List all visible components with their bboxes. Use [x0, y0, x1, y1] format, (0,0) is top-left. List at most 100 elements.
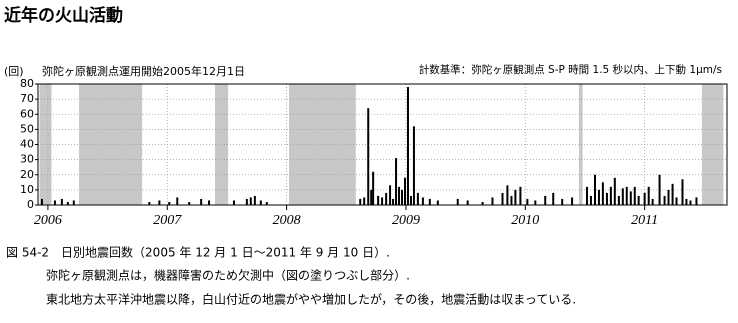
- bar: [629, 191, 632, 205]
- caption: 東北地方太平洋沖地震以降，白山付近の地震がやや増加したが，その後，地震活動は収ま…: [46, 292, 576, 307]
- bar: [643, 192, 646, 205]
- bar: [265, 201, 268, 205]
- bar: [403, 177, 406, 205]
- bar: [148, 201, 151, 205]
- bar: [594, 174, 597, 205]
- bar: [651, 198, 654, 205]
- bar: [633, 186, 636, 205]
- bar: [370, 189, 373, 205]
- bar: [168, 201, 171, 205]
- bar: [367, 108, 370, 205]
- plot-frame: [37, 83, 728, 206]
- bar: [395, 158, 398, 205]
- bar: [412, 126, 415, 205]
- y-axis-label: (回): [4, 65, 24, 78]
- bar: [617, 195, 620, 205]
- bar: [253, 195, 256, 205]
- bar: [534, 200, 537, 205]
- annotation: 弥陀ヶ原観測点運用開始2005年12月1日: [42, 64, 245, 78]
- bar: [259, 200, 262, 205]
- bar: [613, 177, 616, 205]
- bar: [685, 198, 688, 205]
- bar: [681, 179, 684, 205]
- bar: [526, 198, 529, 205]
- bar: [506, 185, 509, 205]
- y-tick-label: 10: [20, 183, 34, 196]
- y-tick-label: 60: [20, 107, 34, 120]
- bar: [552, 192, 555, 205]
- bar: [389, 185, 392, 205]
- y-tick-label: 80: [20, 77, 34, 90]
- caption: 弥陀ヶ原観測点は，機器障害のため欠測中（図の塗りつぶし部分）.: [46, 268, 410, 283]
- bar: [40, 198, 43, 205]
- y-tick-label: 50: [20, 122, 34, 135]
- bar: [514, 189, 517, 205]
- bar: [406, 87, 409, 205]
- bar: [491, 197, 494, 205]
- bar: [385, 192, 388, 205]
- bar: [377, 195, 380, 205]
- bar: [401, 189, 404, 205]
- y-tick-label: 0: [27, 198, 34, 211]
- bar: [72, 200, 75, 205]
- bar: [372, 171, 375, 205]
- bar: [544, 195, 547, 205]
- y-tick-label: 70: [20, 92, 34, 105]
- bar: [605, 192, 608, 205]
- bar: [392, 198, 395, 205]
- bar: [621, 188, 624, 205]
- bar: [245, 198, 248, 205]
- bar: [667, 189, 670, 205]
- bar: [188, 201, 191, 205]
- y-tick-label: 30: [20, 153, 34, 166]
- bar: [561, 198, 564, 205]
- bar: [398, 186, 401, 205]
- bar: [586, 186, 589, 205]
- bar: [53, 200, 56, 205]
- x-tick-label: 2010: [511, 213, 539, 228]
- bar: [481, 201, 484, 205]
- bar: [637, 195, 640, 205]
- bar: [501, 192, 504, 205]
- bar: [601, 182, 604, 205]
- x-tick-label: 2007: [153, 213, 182, 228]
- bar: [571, 197, 574, 205]
- bar: [176, 197, 179, 205]
- bar: [421, 197, 424, 205]
- bar: [381, 197, 384, 205]
- bar: [663, 195, 666, 205]
- bar: [510, 195, 513, 205]
- bar: [436, 200, 439, 205]
- bar: [249, 197, 252, 205]
- bar: [597, 189, 600, 205]
- bar: [428, 198, 431, 205]
- bar: [363, 197, 366, 205]
- y-tick-label: 40: [20, 138, 34, 151]
- bar: [519, 186, 522, 205]
- bar: [359, 198, 362, 205]
- caption: 図 54-2 日別地震回数（2005 年 12 月 1 日～2011 年 9 月…: [6, 245, 390, 260]
- missing-data-region: [701, 84, 724, 205]
- bar: [671, 183, 674, 205]
- bar: [609, 186, 612, 205]
- bar: [200, 198, 203, 205]
- bar: [456, 198, 459, 205]
- bar: [675, 197, 678, 205]
- bar: [409, 195, 412, 205]
- bar: [466, 200, 469, 205]
- bar: [647, 186, 650, 205]
- page-title: 近年の火山活動: [4, 5, 123, 26]
- x-tick-label: 2009: [392, 213, 420, 228]
- missing-data-region: [579, 84, 583, 205]
- bar: [208, 200, 211, 205]
- bar: [658, 174, 661, 205]
- bar: [158, 200, 161, 205]
- x-tick-label: 2011: [631, 213, 658, 228]
- bar: [232, 200, 235, 205]
- bar: [625, 186, 628, 205]
- bar: [60, 198, 63, 205]
- x-tick-label: 2008: [273, 213, 301, 228]
- y-tick-label: 20: [20, 168, 34, 181]
